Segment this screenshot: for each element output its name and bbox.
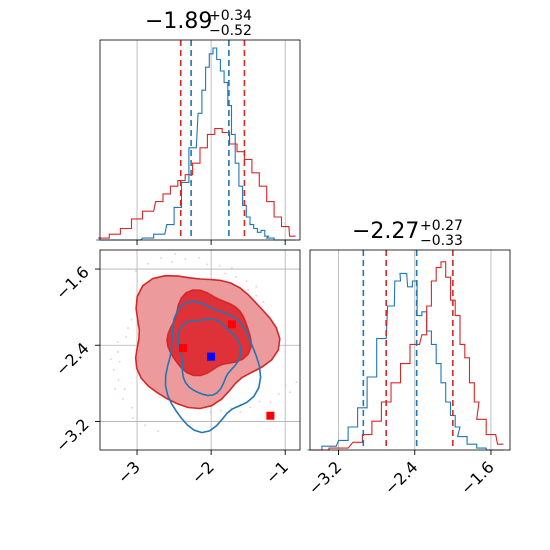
scatter-point xyxy=(247,289,250,292)
scatter-point xyxy=(118,360,121,363)
scatter-point xyxy=(249,406,252,409)
scatter-point xyxy=(262,301,265,304)
scatter-point xyxy=(184,258,187,261)
marker-3 xyxy=(207,352,216,361)
scatter-point xyxy=(171,260,174,263)
scatter-point xyxy=(160,257,163,260)
contour-xtick-label: −2 xyxy=(188,457,218,487)
blue-contour-inner xyxy=(177,318,242,397)
scatter-point xyxy=(288,391,291,394)
scatter-point xyxy=(156,430,159,433)
scatter-point xyxy=(218,264,221,267)
marker-0 xyxy=(227,320,236,329)
scatter-point xyxy=(116,351,119,354)
scatter-point xyxy=(174,253,177,256)
scatter-point xyxy=(114,388,117,391)
scatter-point xyxy=(245,280,248,283)
hist0-frame xyxy=(99,39,301,241)
hist2-frame xyxy=(309,249,511,451)
scatter-point xyxy=(130,318,133,321)
scatter-point xyxy=(143,424,146,427)
scatter-point xyxy=(255,294,258,297)
scatter-point xyxy=(239,411,242,414)
red-contour-inner xyxy=(166,289,252,377)
scatter-point xyxy=(206,263,209,266)
scatter-point xyxy=(127,327,130,330)
br-xtick-label: −2.4 xyxy=(381,457,422,498)
blue-contour-outer xyxy=(164,300,262,434)
marker-1 xyxy=(266,411,275,420)
scatter-point xyxy=(123,388,126,391)
scatter-point xyxy=(130,406,133,409)
scatter-point xyxy=(112,368,115,371)
contour-xtick-label: −1 xyxy=(262,457,292,487)
scatter-point xyxy=(209,411,212,414)
scatter-point xyxy=(224,272,227,275)
scatter-point xyxy=(117,378,120,381)
br-xtick-label: −3.2 xyxy=(304,457,345,498)
scatter-point xyxy=(132,416,135,419)
br-xtick-label: −1.6 xyxy=(457,457,498,498)
title-br-plus: +0.27 xyxy=(420,218,463,234)
title-top: −1.89 +0.34 −0.52 xyxy=(145,4,265,44)
scatter-point xyxy=(109,358,112,361)
scatter-point xyxy=(255,285,258,288)
marker-2 xyxy=(178,344,187,353)
contour-frame xyxy=(99,249,301,451)
scatter-point xyxy=(146,262,149,265)
scatter-point xyxy=(125,335,128,338)
scatter-point xyxy=(197,256,200,259)
title-top-minus: −0.52 xyxy=(209,23,252,39)
scatter-point xyxy=(258,400,261,403)
contour-ytick-label: −1.6 xyxy=(52,262,93,303)
contour-ytick-label: −3.2 xyxy=(52,415,93,456)
scatter-point xyxy=(230,267,233,270)
scatter-point xyxy=(277,393,280,396)
title-top-median: −1.89 xyxy=(145,9,213,34)
contour-xtick-label: −3 xyxy=(114,457,144,487)
title-bottom-right: −2.27 +0.27 −0.33 xyxy=(352,214,482,254)
scatter-point xyxy=(269,401,272,404)
hist2-series-0 xyxy=(307,272,504,451)
hist0-series-0 xyxy=(96,47,296,241)
title-br-minus: −0.33 xyxy=(420,233,463,249)
title-top-plus: +0.34 xyxy=(209,8,252,24)
title-br-median: −2.27 xyxy=(352,219,420,244)
scatter-point xyxy=(295,380,298,383)
scatter-point xyxy=(134,269,137,272)
scatter-point xyxy=(229,407,232,410)
scatter-point xyxy=(284,384,287,387)
scatter-point xyxy=(235,275,238,278)
scatter-point xyxy=(121,397,124,400)
hist0-series-1 xyxy=(98,128,296,239)
scatter-point xyxy=(116,341,119,344)
contour-ytick-label: −2.4 xyxy=(52,339,93,380)
scatter-point xyxy=(219,409,222,412)
hist2-series-1 xyxy=(310,261,504,451)
